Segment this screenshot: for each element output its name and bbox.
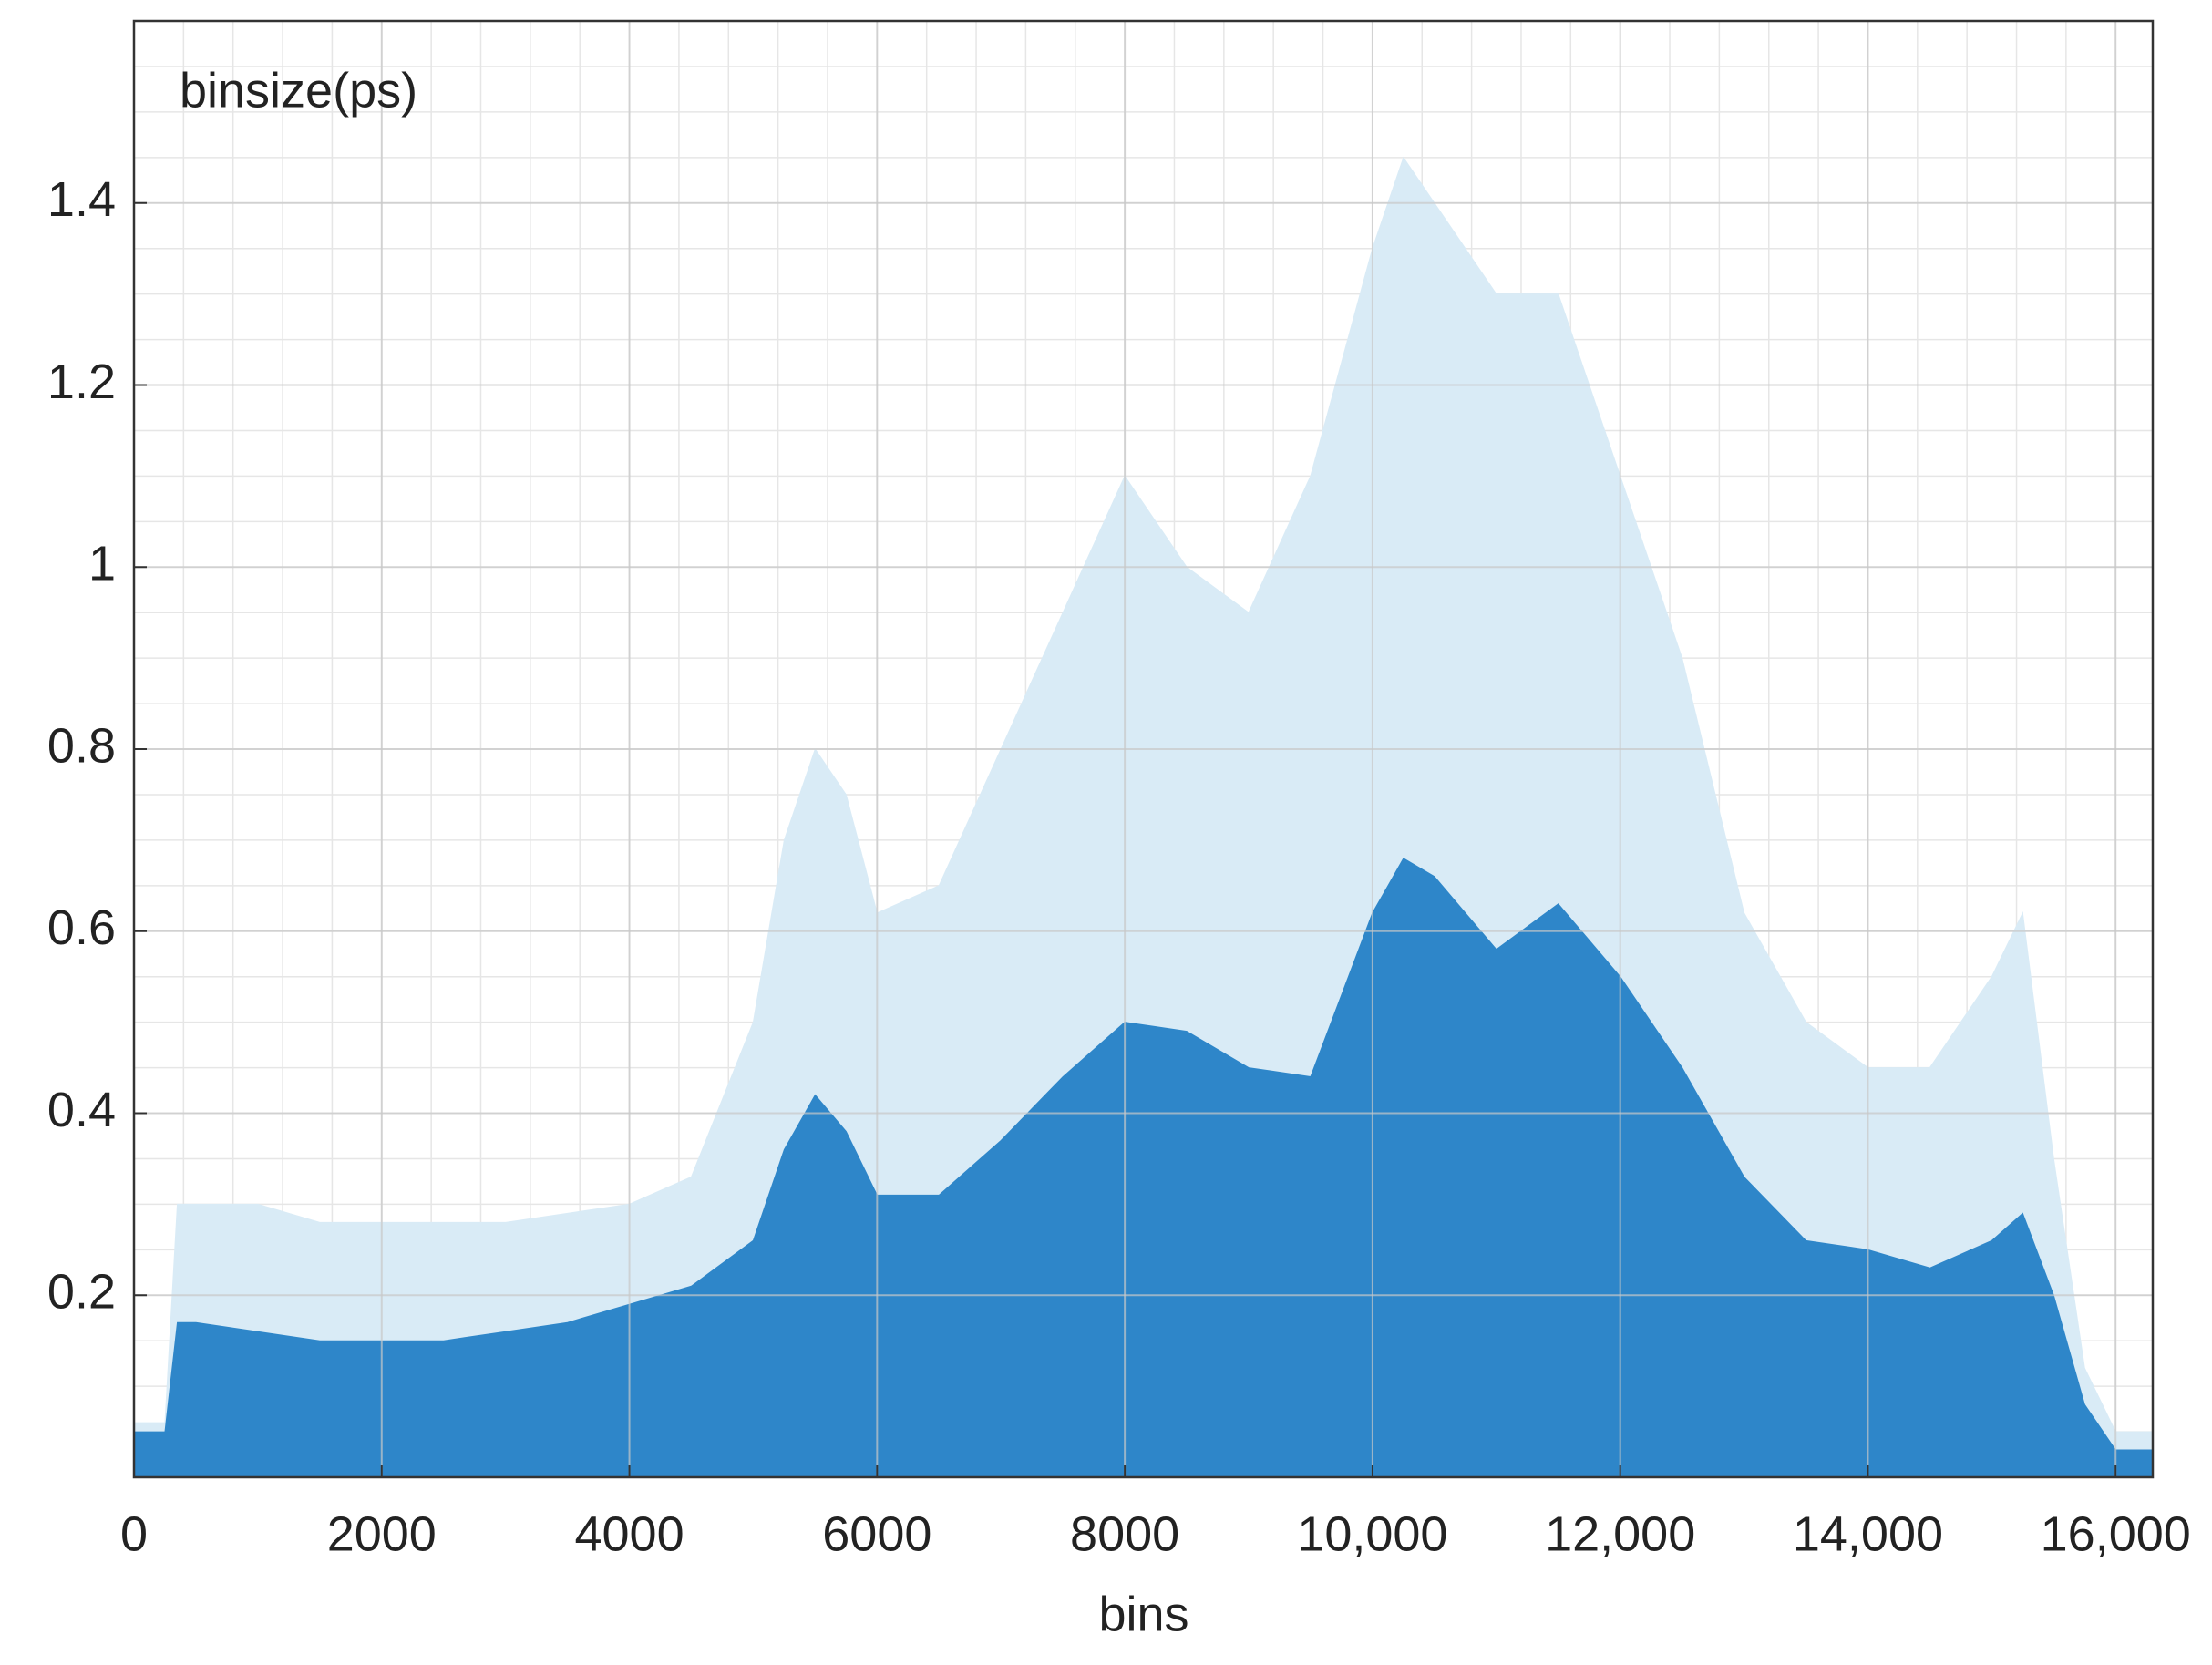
x-tick-label: 6000: [822, 1506, 931, 1561]
y-tick-label: 1.2: [47, 355, 116, 409]
x-tick-label: 8000: [1070, 1506, 1179, 1561]
y-tick-label: 0.4: [47, 1083, 116, 1137]
annotation: binsize(ps): [180, 63, 417, 118]
x-tick-label: 16,000: [2041, 1506, 2191, 1561]
y-tick-label: 0.6: [47, 900, 116, 955]
x-tick-label: 4000: [574, 1506, 684, 1561]
x-tick-label: 0: [120, 1506, 148, 1561]
x-tick-label: 12,000: [1545, 1506, 1695, 1561]
y-tick-label: 0.8: [47, 718, 116, 773]
x-axis-label: bins: [1098, 1587, 1188, 1641]
x-tick-label: 10,000: [1297, 1506, 1447, 1561]
y-tick-label: 1: [88, 537, 116, 591]
x-tick-label: 2000: [327, 1506, 437, 1561]
area: [133, 858, 2154, 1478]
x-tick-label: 14,000: [1793, 1506, 1943, 1561]
y-tick-label: 0.2: [47, 1265, 116, 1320]
y-tick-label: 1.4: [47, 172, 116, 227]
plot-frame: [132, 19, 2155, 1479]
